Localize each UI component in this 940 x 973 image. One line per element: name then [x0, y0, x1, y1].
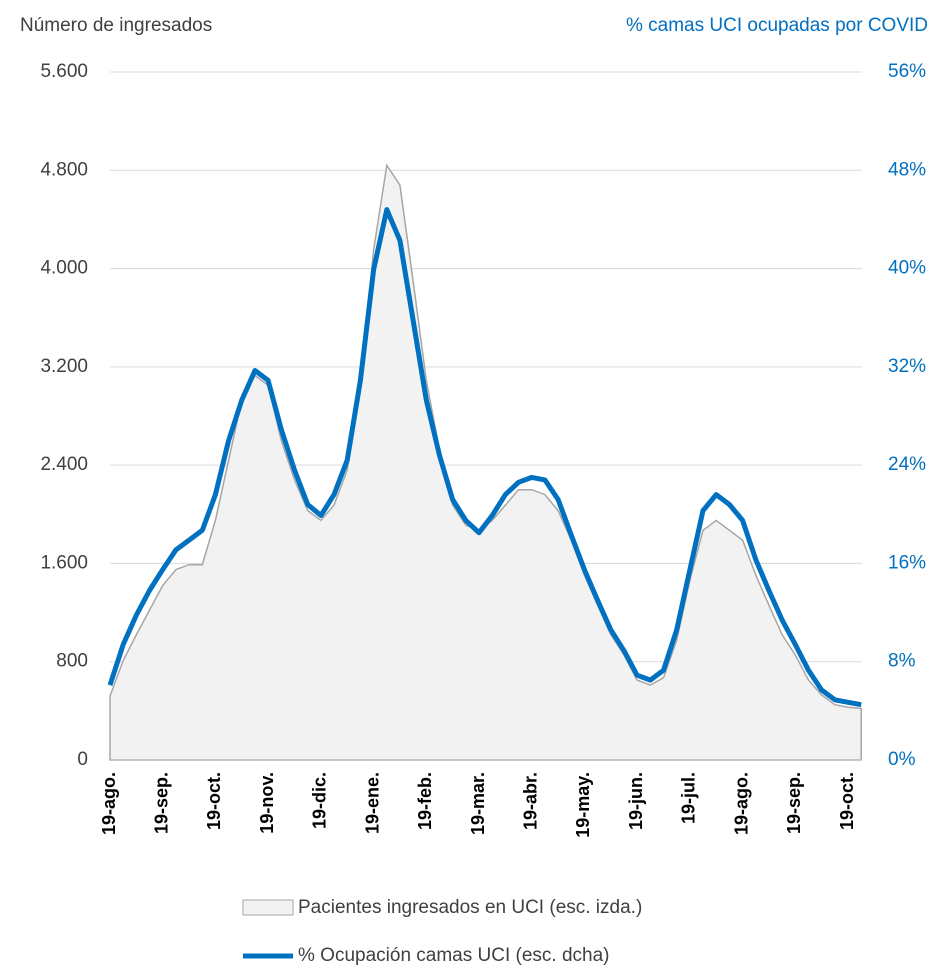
y-tick-label: 5.600	[40, 61, 88, 82]
y-tick-label: 1.600	[40, 552, 88, 573]
y2-axis-title: % camas UCI ocupadas por COVID	[626, 15, 928, 36]
y-tick-label: 800	[56, 651, 88, 672]
x-tick-label: 19-sep.	[151, 772, 171, 834]
legend-swatch	[242, 899, 294, 916]
y2-tick-label: 40%	[888, 258, 926, 279]
y2-tick-label: 48%	[888, 159, 926, 180]
x-tick-label: 19-may.	[573, 772, 593, 838]
y-tick-label: 3.200	[40, 356, 88, 377]
y-tick-label: 4.000	[40, 258, 88, 279]
x-tick-label: 19-oct.	[204, 772, 224, 830]
x-tick-label: 19-feb.	[415, 772, 435, 830]
legend-label: % Ocupación camas UCI (esc. dcha)	[298, 945, 610, 966]
y2-tick-label: 16%	[888, 552, 926, 573]
y-axis-title: Número de ingresados	[20, 15, 212, 36]
x-tick-label: 19-ago.	[99, 772, 119, 835]
x-tick-label: 19-jul.	[679, 772, 699, 824]
y-tick-label: 0	[77, 749, 88, 770]
y-tick-label: 4.800	[40, 159, 88, 180]
legend-label: Pacientes ingresados en UCI (esc. izda.)	[298, 897, 642, 918]
y2-tick-label: 8%	[888, 651, 916, 672]
x-tick-label: 19-jun.	[626, 772, 646, 830]
y2-tick-label: 56%	[888, 61, 926, 82]
y2-tick-label: 24%	[888, 454, 926, 475]
y2-tick-label: 0%	[888, 749, 916, 770]
x-tick-label: 19-mar.	[468, 772, 488, 835]
x-tick-label: 19-ene.	[362, 772, 382, 834]
y2-tick-label: 32%	[888, 356, 926, 377]
x-tick-label: 19-ago.	[731, 772, 751, 835]
x-tick-label: 19-oct.	[837, 772, 857, 830]
line-series	[107, 207, 862, 708]
x-tick-label: 19-abr.	[520, 772, 540, 830]
y-tick-label: 2.400	[40, 454, 88, 475]
x-tick-label: 19-dic.	[310, 772, 330, 829]
x-tick-label: 19-sep.	[784, 772, 804, 834]
x-tick-label: 19-nov.	[257, 772, 277, 834]
